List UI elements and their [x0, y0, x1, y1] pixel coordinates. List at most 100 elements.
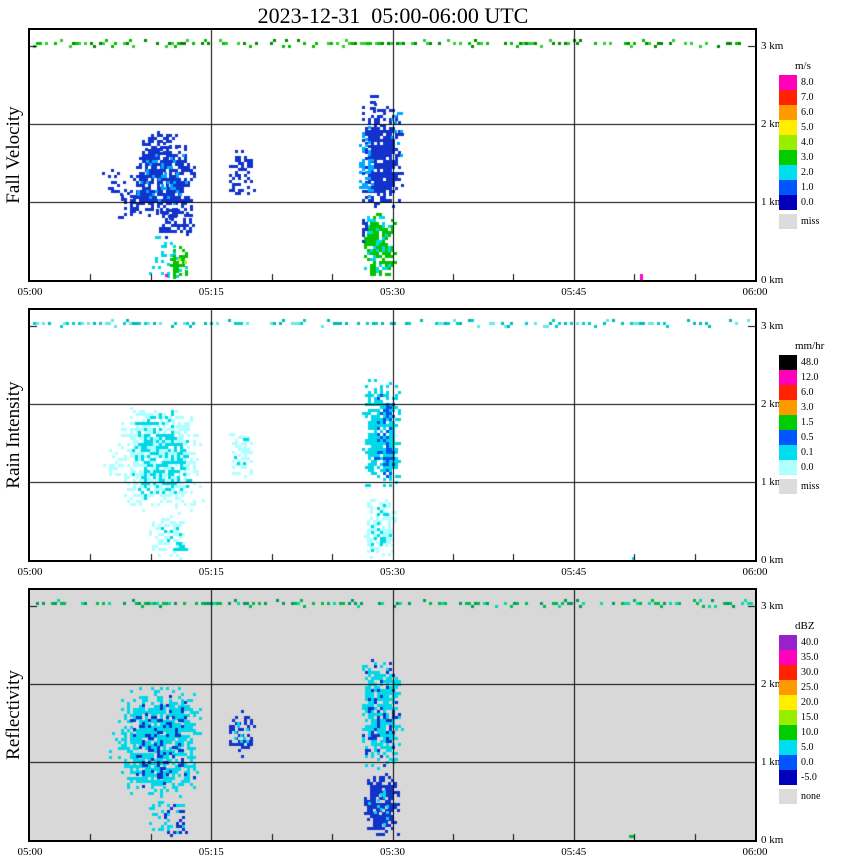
legend-swatch	[779, 355, 797, 370]
legend-entry: miss	[779, 214, 819, 229]
legend-entry-label: miss	[801, 216, 820, 227]
y-tick-label: 2 km	[761, 677, 784, 690]
legend-entry-label: 30.0	[801, 667, 819, 678]
legend-swatch	[779, 740, 797, 755]
legend-entry-label: 5.0	[801, 122, 814, 133]
legend-swatch	[779, 650, 797, 665]
x-tick-label: 05:45	[561, 846, 587, 858]
legend-entry: 30.0	[779, 665, 820, 680]
legend-entry-label: 0.0	[801, 757, 814, 768]
legend-entry-label: miss	[801, 481, 820, 492]
legend-entry-label: 8.0	[801, 77, 814, 88]
x-tick-label: 05:00	[17, 846, 43, 858]
legend-entry-label: 25.0	[801, 682, 819, 693]
reflectivity-axis-label: Reflectivity	[0, 590, 28, 840]
legend-entry: 35.0	[779, 650, 820, 665]
legend-entry-label: 40.0	[801, 637, 819, 648]
legend-swatch	[779, 665, 797, 680]
reflectivity-heatmap	[28, 588, 757, 842]
legend-entry-label: 1.5	[801, 417, 814, 428]
x-tick-label: 05:00	[17, 286, 43, 298]
legend-entry: 10.0	[779, 725, 820, 740]
legend-swatch	[779, 120, 797, 135]
rain-intensity-heatmap	[28, 308, 757, 562]
legend-entry-label: 0.0	[801, 197, 814, 208]
legend-entry: 4.0	[779, 135, 819, 150]
y-tick-label: 0 km	[761, 554, 784, 566]
legend-entry-label: 6.0	[801, 107, 814, 118]
legend-entry: 15.0	[779, 710, 820, 725]
legend-swatch	[779, 370, 797, 385]
legend-entry: 6.0	[779, 385, 824, 400]
x-tick-label: 06:00	[742, 846, 768, 858]
x-tick-label: 05:30	[379, 846, 406, 858]
legend-entry-label: 5.0	[801, 742, 814, 753]
legend-entry-label: 48.0	[801, 357, 819, 368]
legend-entry: 0.0	[779, 755, 820, 770]
legend-entry: 12.0	[779, 370, 824, 385]
y-tick-label: 1 km	[761, 195, 784, 208]
legend-entry-label: 1.0	[801, 182, 814, 193]
legend-swatch	[779, 430, 797, 445]
legend-entry-label: 15.0	[801, 712, 819, 723]
legend-swatch	[779, 150, 797, 165]
y-tick-label: 0 km	[761, 274, 784, 286]
x-tick-label: 05:00	[17, 566, 43, 578]
legend-rain-intensity: mm/hr 48.0 12.0 6.0 3.0 1.5 0.5 0.1 0.0 miss	[779, 340, 824, 494]
y-tick-label: 1 km	[761, 475, 784, 488]
legend-entry-label: 2.0	[801, 167, 814, 178]
legend-swatch	[779, 415, 797, 430]
legend-swatch	[779, 214, 797, 229]
legend-entry: 20.0	[779, 695, 820, 710]
legend-entry: 0.0	[779, 460, 824, 475]
legend-entry-label: 3.0	[801, 152, 814, 163]
legend-entry: 5.0	[779, 740, 820, 755]
fall-velocity-heatmap	[28, 28, 757, 282]
fall-velocity-axis-label: Fall Velocity	[0, 30, 28, 280]
legend-swatch	[779, 165, 797, 180]
legend-entry: 0.1	[779, 445, 824, 460]
y-tick-label: 3 km	[761, 319, 784, 332]
legend-swatch	[779, 479, 797, 494]
y-tick-label: 1 km	[761, 755, 784, 768]
legend-entry: 6.0	[779, 105, 819, 120]
legend-swatch	[779, 385, 797, 400]
legend-swatch	[779, 635, 797, 650]
legend-swatch	[779, 460, 797, 475]
legend-entry: 2.0	[779, 165, 819, 180]
x-tick-label: 05:15	[198, 566, 224, 578]
y-tick-label: 0 km	[761, 834, 784, 846]
rain-intensity-axis-label: Rain Intensity	[0, 310, 28, 560]
legend-swatch	[779, 105, 797, 120]
legend-entry-label: 0.0	[801, 462, 814, 473]
legend-swatch	[779, 725, 797, 740]
legend-entry-label: none	[801, 791, 821, 802]
y-tick-label: 2 km	[761, 117, 784, 130]
legend-entry-label: 35.0	[801, 652, 819, 663]
x-tick-label: 05:15	[198, 286, 224, 298]
x-tick-label: 05:30	[379, 286, 406, 298]
legend-entry-label: 12.0	[801, 372, 819, 383]
x-tick-label: 05:45	[561, 286, 587, 298]
legend-entry-label: 7.0	[801, 92, 814, 103]
legend-swatch	[779, 755, 797, 770]
legend-entry: 40.0	[779, 635, 820, 650]
legend-entry-label: 0.5	[801, 432, 814, 443]
legend-entry: 7.0	[779, 90, 819, 105]
legend-entry: none	[779, 789, 820, 804]
legend-swatch	[779, 445, 797, 460]
legend-entry: 1.5	[779, 415, 824, 430]
legend-swatch	[779, 680, 797, 695]
y-tick-label: 3 km	[761, 599, 784, 612]
legend-entry-label: 4.0	[801, 137, 814, 148]
legend-swatch	[779, 180, 797, 195]
page-title: 2023-12-31 05:00-06:00 UTC	[257, 3, 529, 28]
legend-swatch	[779, 195, 797, 210]
legend-swatch	[779, 770, 797, 785]
x-tick-label: 06:00	[742, 286, 768, 298]
legend-entry: 0.0	[779, 195, 819, 210]
legend-entry-label: 6.0	[801, 387, 814, 398]
legend-swatch	[779, 90, 797, 105]
legend-title: mm/hr	[795, 340, 825, 352]
